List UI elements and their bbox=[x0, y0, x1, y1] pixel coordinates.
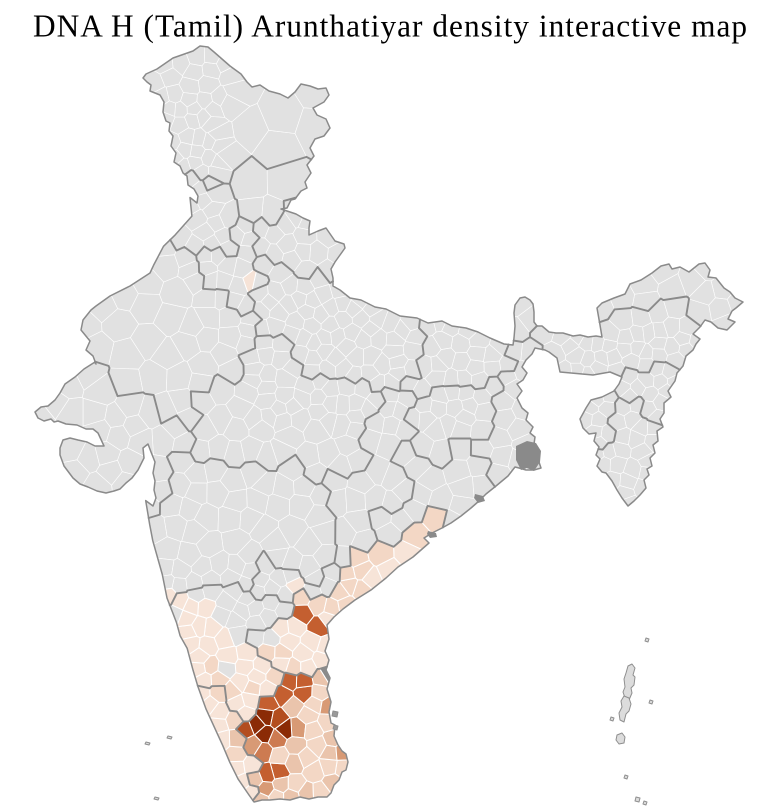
svg-text:DNA H (Tamil) Arunthatiyar den: DNA H (Tamil) Arunthatiyar density inter… bbox=[33, 9, 748, 44]
